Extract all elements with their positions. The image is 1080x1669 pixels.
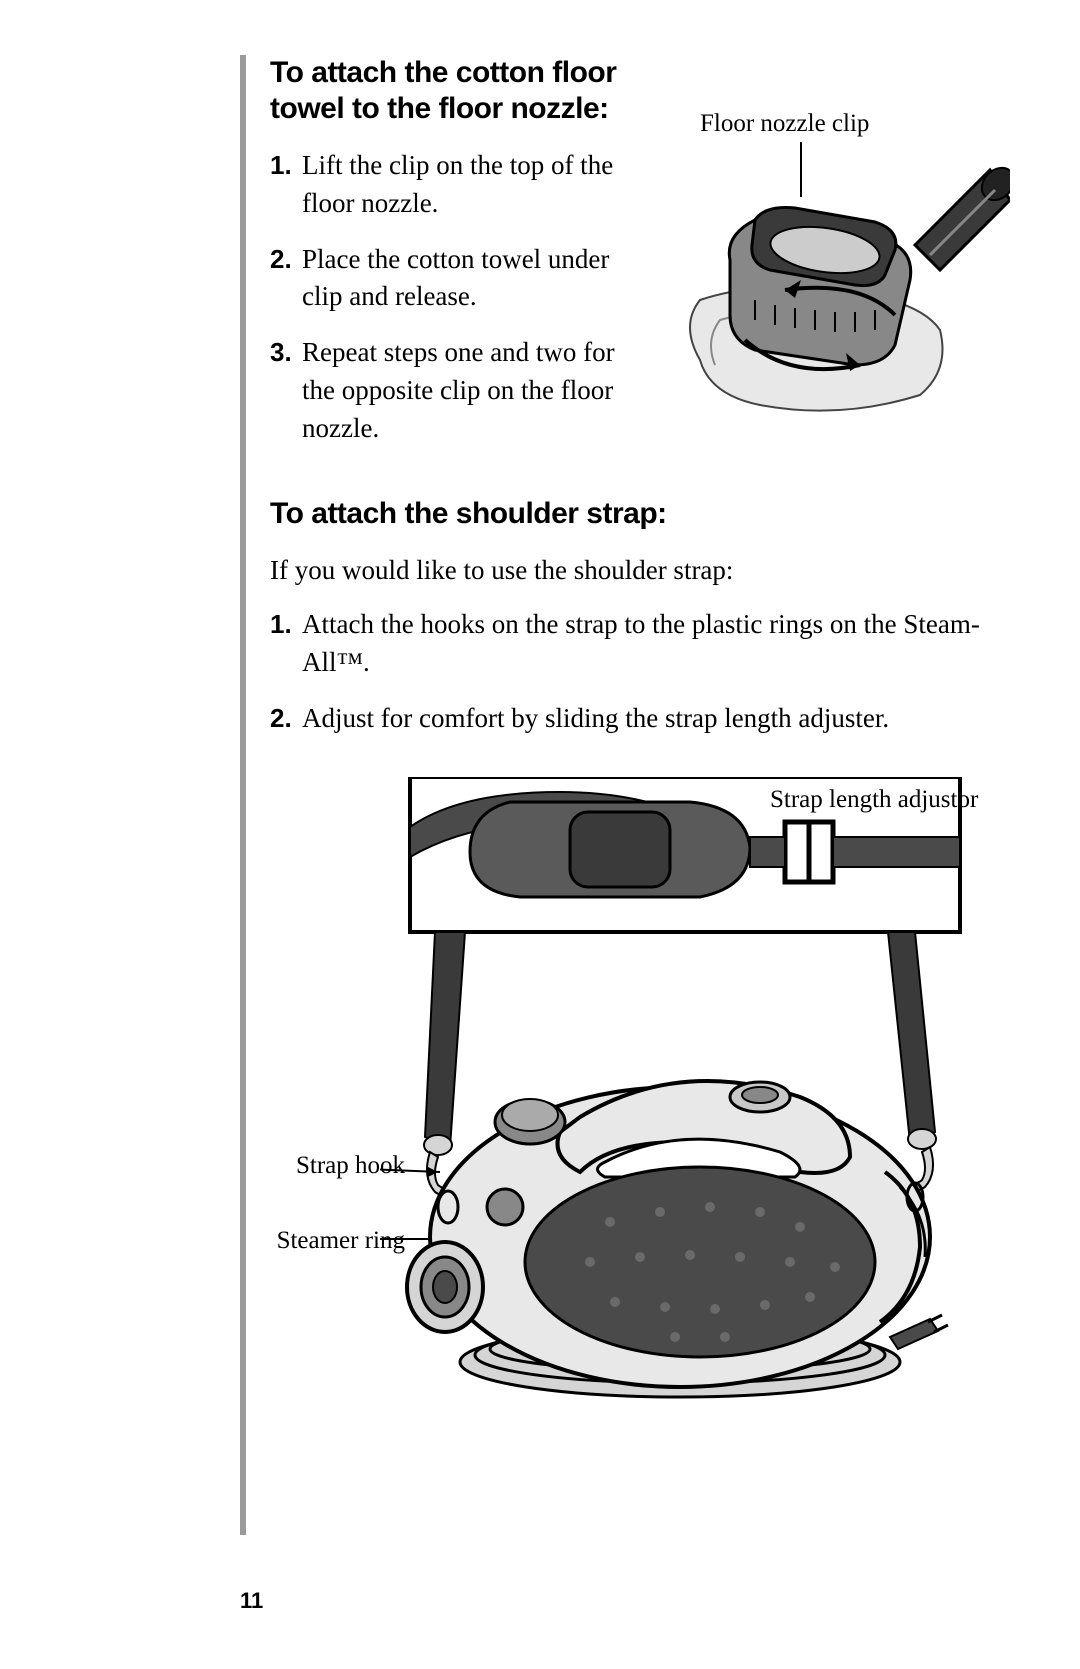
step-text: Place the cotton towel under clip and re… — [302, 244, 609, 312]
steamer-figure: Strap hook Steamer ring — [270, 777, 990, 1417]
steamer-illustration: Strap length adjustor — [380, 777, 990, 1417]
section1-heading: To attach the cotton floor towel to the … — [270, 55, 640, 127]
floor-nozzle-illustration — [660, 160, 1010, 440]
step-item: 1. Attach the hooks on the strap to the … — [270, 606, 1010, 682]
step-text: Lift the clip on the top of the floor no… — [302, 150, 613, 218]
strap-adjustor-label-text: Strap length adjustor — [770, 786, 979, 813]
step-text: Repeat steps one and two for the opposit… — [302, 337, 615, 443]
step-number: 2. — [270, 700, 292, 736]
step-number: 2. — [270, 241, 292, 277]
step-number: 1. — [270, 147, 292, 183]
nozzle-clip-label: Floor nozzle clip — [700, 110, 869, 138]
heading-line: To attach the cotton floor — [270, 56, 616, 89]
page-number: 11 — [240, 1588, 263, 1614]
step-number: 1. — [270, 606, 292, 642]
step-item: 1. Lift the clip on the top of the floor… — [270, 147, 640, 223]
section2-steps: 1. Attach the hooks on the strap to the … — [270, 606, 1010, 737]
vertical-divider — [240, 55, 246, 1535]
heading-line: towel to the floor nozzle: — [270, 92, 609, 125]
step-item: 2. Place the cotton towel under clip and… — [270, 241, 640, 317]
step-text: Attach the hooks on the strap to the pla… — [302, 609, 980, 677]
step-number: 3. — [270, 334, 292, 370]
section2-intro: If you would like to use the shoulder st… — [270, 552, 1010, 588]
section1-steps: 1. Lift the clip on the top of the floor… — [270, 147, 640, 448]
section2-heading: To attach the shoulder strap: — [270, 496, 1010, 532]
step-text: Adjust for comfort by sliding the strap … — [302, 703, 889, 733]
step-item: 3. Repeat steps one and two for the oppo… — [270, 334, 640, 447]
floor-nozzle-figure: Floor nozzle clip — [660, 110, 1010, 430]
step-item: 2. Adjust for comfort by sliding the str… — [270, 700, 1010, 738]
